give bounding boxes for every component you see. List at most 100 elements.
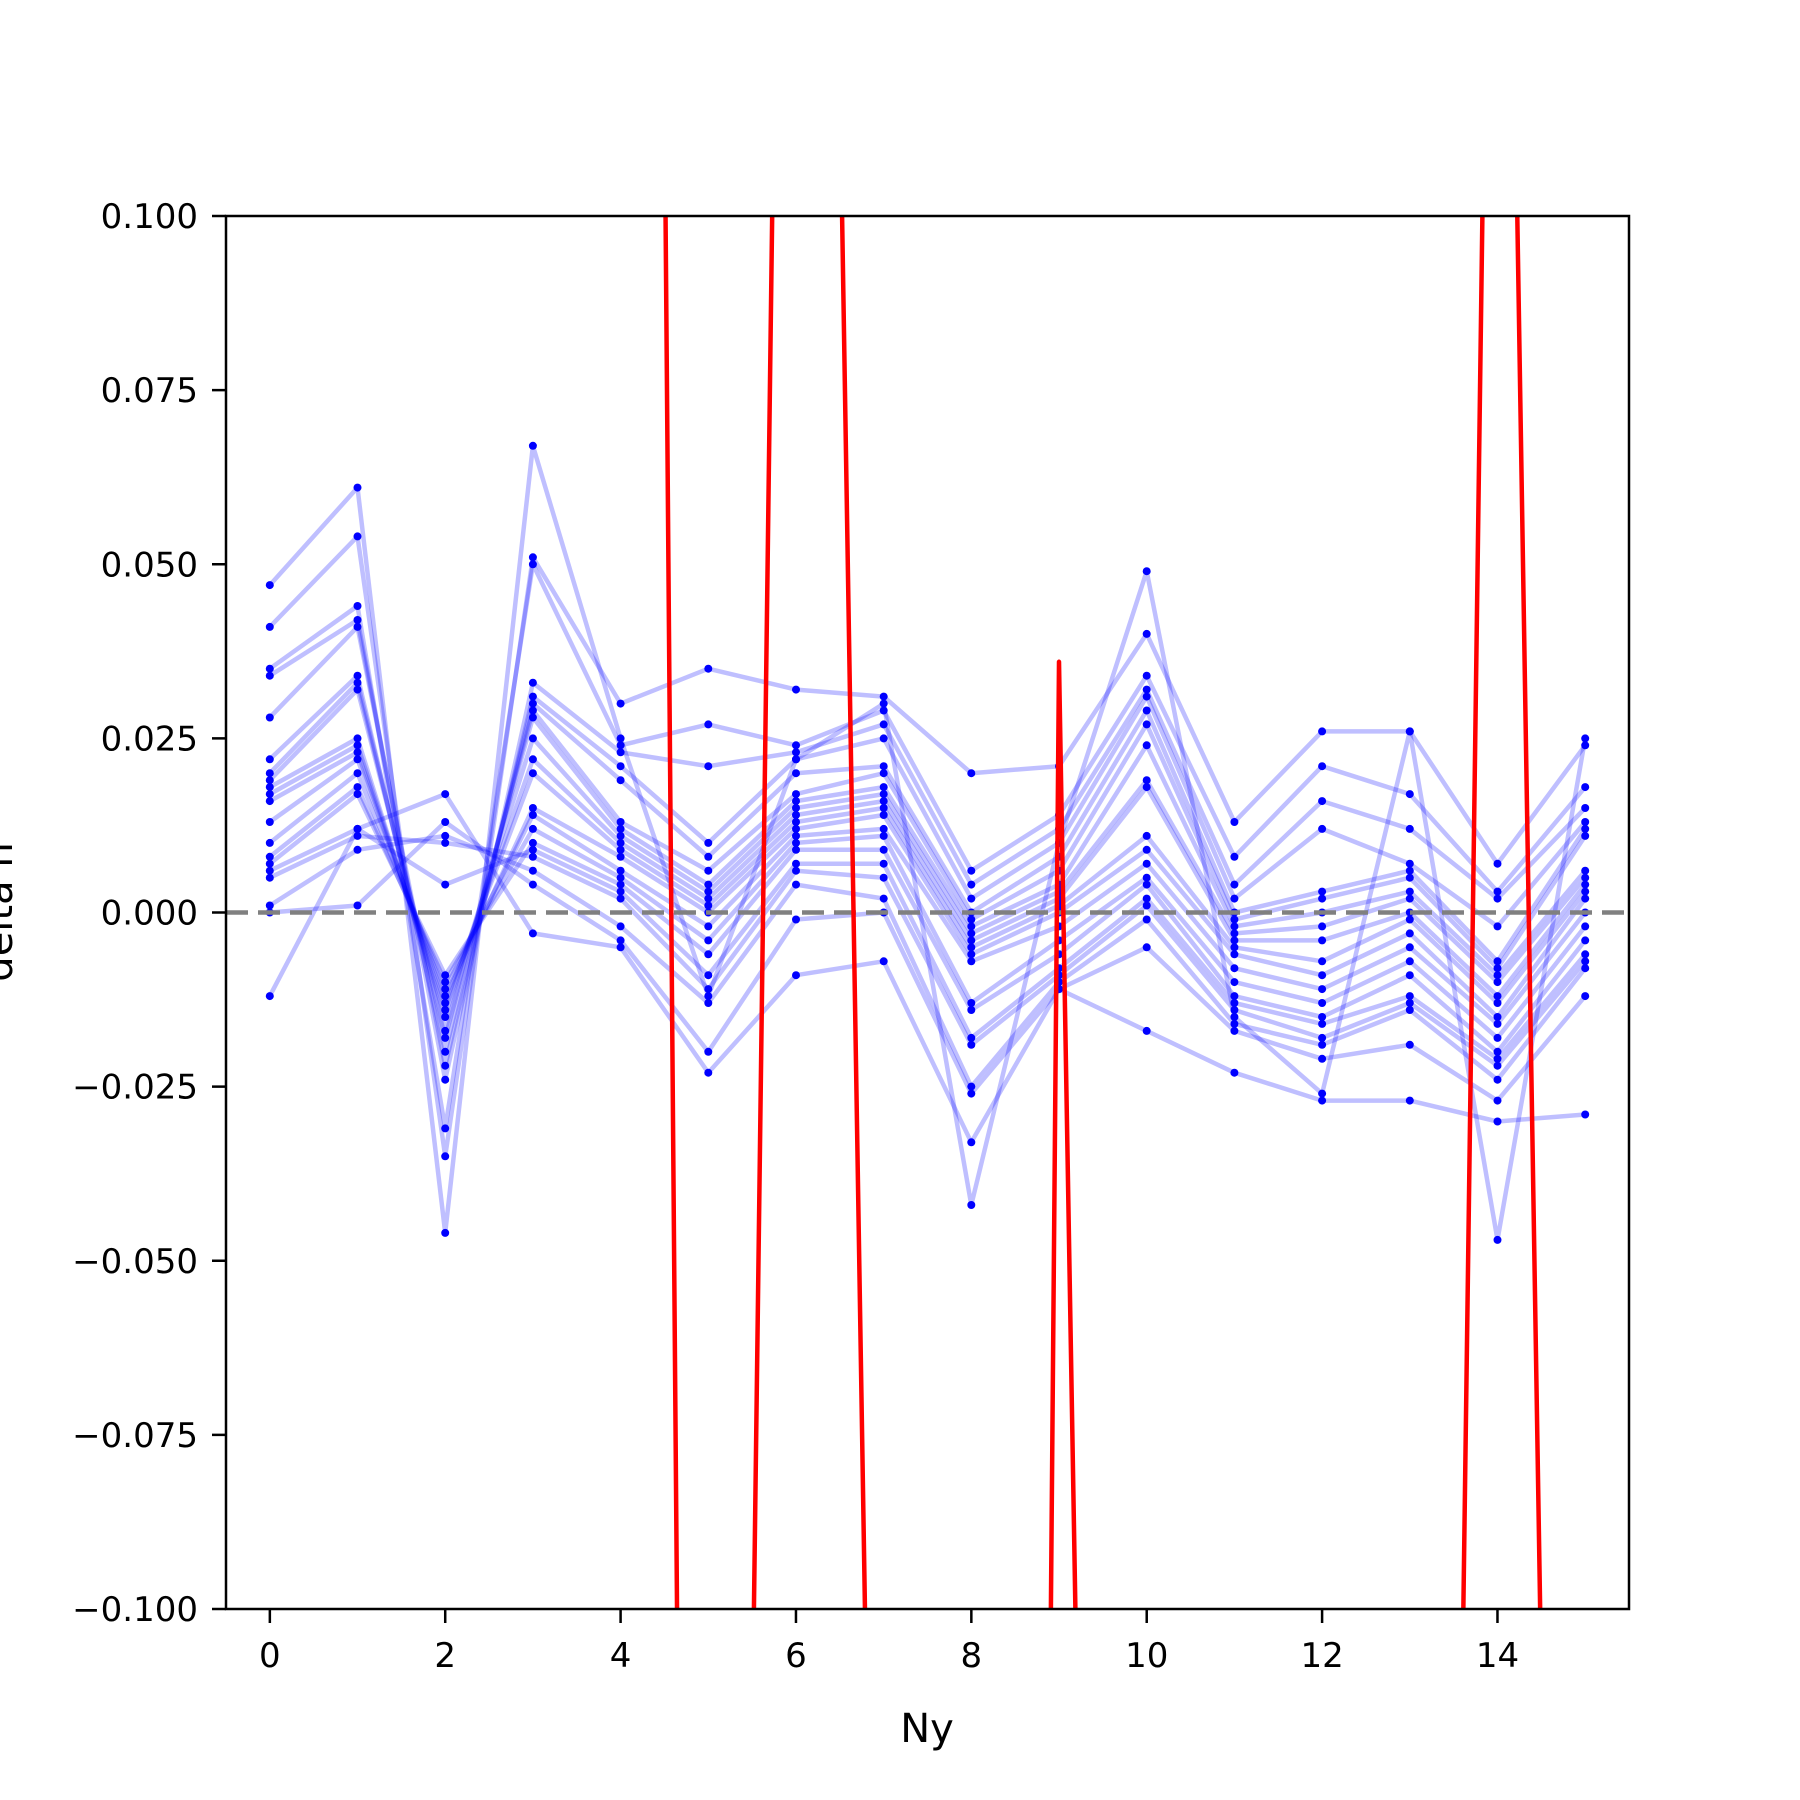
y-tick-label: 0.025 xyxy=(101,719,198,759)
sample-point xyxy=(1405,866,1414,875)
sample-point xyxy=(792,838,800,847)
sample-point xyxy=(353,602,362,610)
sample-point xyxy=(1493,1235,1502,1244)
sample-point xyxy=(1142,671,1151,680)
sample-point xyxy=(1581,783,1590,792)
sample-point xyxy=(704,887,713,896)
sample-point xyxy=(528,838,537,847)
sample-point xyxy=(1142,720,1151,729)
sample-point xyxy=(879,692,888,701)
sample-point xyxy=(1405,957,1414,966)
sample-point xyxy=(704,922,713,931)
sample-point xyxy=(967,943,976,952)
sample-point xyxy=(967,1040,976,1049)
sample-point xyxy=(879,734,888,743)
sample-series-line-5 xyxy=(268,673,1588,1055)
sample-point xyxy=(528,845,537,854)
sample-point xyxy=(1230,1019,1239,1028)
sample-point xyxy=(265,790,274,799)
sample-point xyxy=(1405,727,1414,736)
sample-point xyxy=(441,1061,450,1070)
sample-point xyxy=(1405,992,1414,1001)
sample-series-line-1 xyxy=(268,534,1588,1159)
sample-point xyxy=(1142,859,1151,868)
sample-point xyxy=(1581,950,1590,959)
sample-point xyxy=(1142,873,1151,882)
sample-point xyxy=(1493,999,1502,1007)
sample-point xyxy=(967,1006,976,1014)
sample-point xyxy=(1230,1013,1239,1021)
sample-point xyxy=(353,532,362,541)
sample-point xyxy=(441,831,450,840)
sample-point xyxy=(704,992,713,1001)
sample-point xyxy=(528,713,537,722)
sample-point xyxy=(1493,1061,1502,1070)
sample-point xyxy=(353,622,362,631)
sample-series-line-13 xyxy=(268,784,1587,1041)
sample-point xyxy=(353,831,362,840)
sample-point xyxy=(967,1138,976,1147)
sample-point xyxy=(441,971,450,980)
sample-point xyxy=(879,797,888,806)
sample-point xyxy=(1581,922,1590,931)
y-tick-label: −0.100 xyxy=(72,1590,198,1630)
sample-point xyxy=(1230,922,1239,931)
sample-point xyxy=(616,887,625,896)
sample-point xyxy=(879,831,888,840)
sample-point xyxy=(1318,1033,1327,1042)
sample-point xyxy=(792,818,800,826)
y-tick-label: −0.050 xyxy=(72,1242,198,1282)
y-axis: 0.100 0.075 0.050 0.025 0.000 −0.025 −0.050 −0.… xyxy=(72,197,226,1630)
sample-point xyxy=(616,880,625,889)
sample-point xyxy=(528,804,537,812)
sample-point xyxy=(616,741,625,750)
sample-point xyxy=(879,699,888,708)
sample-point xyxy=(967,769,976,778)
sample-point xyxy=(1230,1006,1239,1014)
sample-point xyxy=(1493,859,1502,868)
sample-point xyxy=(1493,1117,1502,1126)
x-tick-label: 14 xyxy=(1476,1636,1519,1676)
sample-point xyxy=(441,1026,450,1035)
sample-point xyxy=(792,685,800,694)
sample-point xyxy=(1405,1040,1414,1049)
sample-point xyxy=(1318,894,1327,903)
sample-point xyxy=(967,936,976,945)
sample-point xyxy=(1318,797,1327,806)
sample-point xyxy=(528,880,537,889)
sample-point xyxy=(1493,1013,1502,1021)
sample-point xyxy=(528,553,537,562)
sample-point xyxy=(353,790,362,799)
sample-point xyxy=(704,866,713,875)
sample-point xyxy=(528,852,537,861)
sample-point xyxy=(265,901,274,910)
sample-point xyxy=(616,699,625,708)
y-tick-label: −0.025 xyxy=(72,1068,198,1108)
x-tick-label: 12 xyxy=(1300,1636,1343,1676)
sample-point xyxy=(528,441,537,450)
sample-point xyxy=(879,811,888,819)
sample-point xyxy=(441,1228,450,1237)
sample-point xyxy=(1142,783,1151,792)
sample-point xyxy=(792,748,800,757)
sample-point xyxy=(528,678,537,687)
sample-series-line-7 xyxy=(268,687,1587,1034)
sample-point xyxy=(1142,776,1151,785)
sample-point xyxy=(1405,1006,1414,1014)
sample-point xyxy=(353,783,362,792)
sample-point xyxy=(792,824,800,833)
sample-point xyxy=(1493,957,1502,966)
sample-point xyxy=(967,1082,976,1091)
sample-point xyxy=(265,776,274,785)
sample-point xyxy=(441,985,450,994)
sample-series-line-19 xyxy=(267,791,1586,1145)
sample-point xyxy=(1405,859,1414,868)
sample-point xyxy=(1405,824,1414,833)
sample-point xyxy=(1230,894,1239,903)
sample-point xyxy=(1318,1054,1327,1063)
sample-series-group xyxy=(267,443,1588,1243)
sample-point xyxy=(265,852,274,861)
sample-point xyxy=(616,838,625,847)
sample-point xyxy=(265,866,274,875)
sample-point xyxy=(879,859,888,868)
